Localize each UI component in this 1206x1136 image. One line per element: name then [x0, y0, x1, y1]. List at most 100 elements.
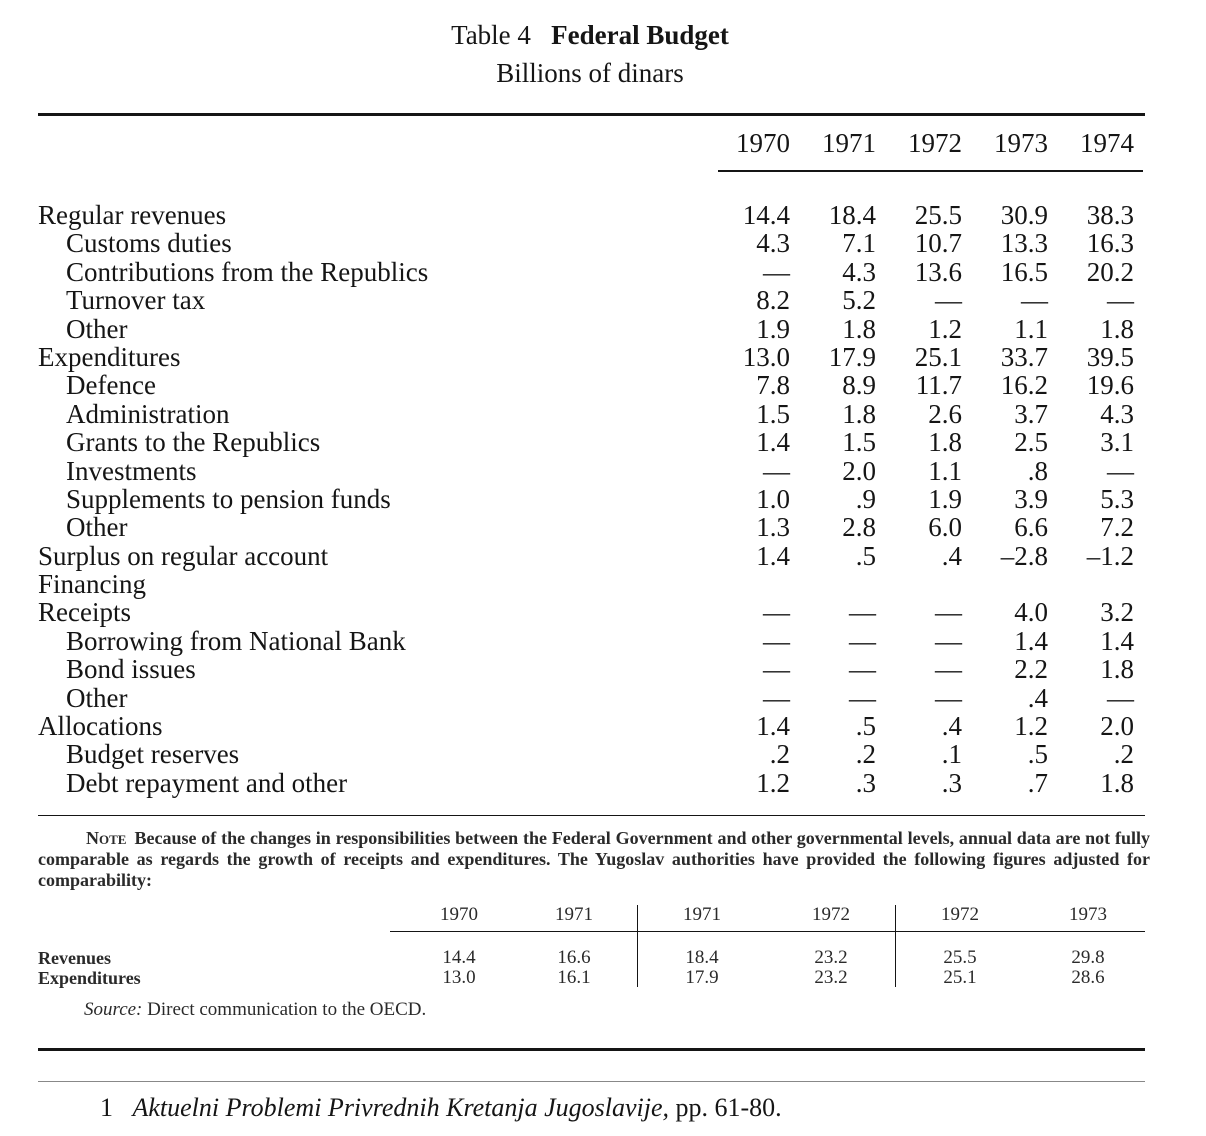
year-col-2: 1972 [908, 128, 962, 158]
table-row: Administration 1.5 1.8 2.6 3.7 4.3 [0, 398, 1206, 429]
row-label: Expenditures [38, 341, 181, 372]
cell-value: 16.3 [1086, 228, 1134, 259]
table-subtitle: Billions of dinars [496, 58, 684, 88]
subtable-cell: 25.5 [943, 947, 977, 968]
table-row: Receipts — — — 4.0 3.2 [0, 597, 1206, 628]
cell-value: 1.5 [842, 427, 876, 458]
cell-value: –1.2 [1086, 540, 1134, 571]
subtable-year: 1970 [440, 904, 478, 925]
cell-value: — [935, 285, 962, 316]
table-row: Budget reserves .2 .2 .1 .5 .2 [0, 739, 1206, 770]
subtable-year: 1973 [1069, 904, 1107, 925]
subtable-year: 1971 [683, 904, 721, 925]
cell-value: — [935, 654, 962, 685]
subtable-row-label: Expenditures [38, 968, 141, 988]
cell-value: 1.4 [1014, 625, 1048, 656]
row-label: Surplus on regular account [38, 540, 329, 571]
cell-value: .3 [941, 767, 962, 798]
cell-value: 20.2 [1086, 256, 1134, 287]
cell-value: 3.1 [1100, 427, 1134, 458]
cell-value: 1.8 [1100, 767, 1134, 798]
cell-value: 4.0 [1014, 597, 1048, 628]
table-row: Bond issues — — — 2.2 1.8 [0, 654, 1206, 685]
bottom-rule [38, 1048, 1145, 1051]
cell-value: 4.3 [756, 228, 790, 259]
table-row: Borrowing from National Bank — — — 1.4 1.4 [0, 625, 1206, 656]
cell-value: 4.3 [842, 256, 876, 287]
cell-value: — [763, 597, 790, 628]
row-label: Receipts [38, 597, 131, 628]
cell-value: — [763, 625, 790, 656]
cell-value: — [1107, 682, 1134, 713]
subtable-cell: 16.1 [557, 967, 591, 988]
cell-value: 1.5 [756, 398, 790, 429]
cell-value: 1.4 [756, 540, 790, 571]
cell-value: — [935, 625, 962, 656]
cell-value: –2.8 [1000, 540, 1048, 571]
subtable-cell: 23.2 [814, 947, 848, 968]
cell-value: 1.0 [756, 483, 790, 514]
subtable-cell: 13.0 [442, 967, 476, 988]
subtable-row-label: Revenues [38, 948, 111, 968]
source-line: Source: Direct communication to the OECD… [84, 998, 426, 1022]
cell-value: 18.4 [828, 200, 876, 230]
table-title: Table 4 Federal Budget [0, 18, 1180, 52]
cell-value: 6.6 [1014, 512, 1048, 543]
cell-value: 13.6 [914, 256, 962, 287]
subtable-cell: 18.4 [685, 947, 719, 968]
table-row: Allocations 1.4 .5 .4 1.2 2.0 [0, 711, 1206, 742]
row-label: Customs duties [66, 228, 232, 259]
cell-value: 39.5 [1086, 341, 1134, 372]
table-row: Customs duties 4.3 7.1 10.7 13.3 16.3 [0, 228, 1206, 259]
cell-value: — [849, 682, 876, 713]
table-row: Surplus on regular account 1.4 .5 .4 –2.8 –1.… [0, 540, 1206, 571]
table-row: Other 1.3 2.8 6.0 6.6 7.2 [0, 512, 1206, 543]
cell-value: 33.7 [1000, 341, 1048, 372]
cell-value: 3.7 [1014, 398, 1048, 429]
cell-value: 2.0 [842, 455, 876, 486]
cell-value: — [763, 654, 790, 685]
cell-value: — [763, 256, 790, 287]
note-text: Because of the changes in responsibiliti… [38, 828, 1150, 890]
cell-value: .4 [1027, 682, 1048, 713]
subtable-cell: 25.1 [943, 967, 977, 988]
cell-value: 7.1 [842, 228, 876, 259]
source-label: Source: [84, 999, 143, 1020]
table-row: Regular revenues 14.4 18.4 25.5 30.9 38.3 [0, 200, 1206, 230]
cell-value: — [935, 682, 962, 713]
subtable-year: 1972 [941, 904, 979, 925]
cell-value: 14.4 [742, 200, 790, 230]
mid-rule [38, 815, 1145, 816]
cell-value: — [1021, 285, 1048, 316]
cell-value: 7.8 [756, 370, 790, 401]
row-label: Contributions from the Republics [66, 256, 429, 287]
cell-value: .4 [941, 540, 962, 571]
cell-value: 25.1 [914, 341, 962, 372]
note-keyword: Note [86, 828, 127, 848]
row-label: Financing [38, 569, 146, 600]
row-label: Regular revenues [38, 200, 227, 230]
cell-value: 1.8 [842, 313, 876, 344]
subtable-cell: 16.6 [557, 947, 591, 968]
cell-value: 16.2 [1000, 370, 1048, 401]
row-label: Defence [66, 370, 156, 401]
cell-value: 5.2 [842, 285, 876, 316]
cell-value: 5.3 [1100, 483, 1134, 514]
cell-value: 6.0 [928, 512, 962, 543]
footnote-rule [38, 1081, 1145, 1082]
cell-value: 1.9 [756, 313, 790, 344]
cell-value: 1.4 [756, 711, 790, 742]
cell-value: .2 [1113, 739, 1134, 770]
table-row: Contributions from the Republics — 4.3 13.6… [0, 256, 1206, 287]
cell-value: .5 [855, 711, 876, 742]
year-col-4: 1974 [1080, 128, 1134, 158]
cell-value: 1.8 [1100, 313, 1134, 344]
row-label: Investments [66, 455, 197, 486]
cell-value: 38.3 [1086, 200, 1134, 230]
cell-value: 13.0 [742, 341, 790, 372]
year-header-rule [718, 170, 1143, 172]
table-name: Federal Budget [551, 20, 729, 50]
cell-value: .9 [855, 483, 876, 514]
cell-value: 3.9 [1014, 483, 1048, 514]
source-text: Direct communication to the OECD. [147, 999, 427, 1020]
